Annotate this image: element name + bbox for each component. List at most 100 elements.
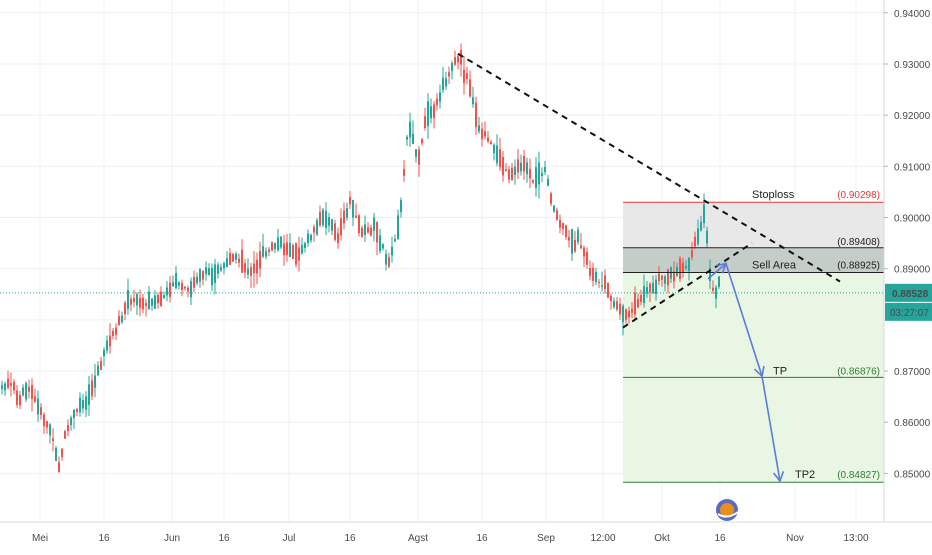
candle-body [286,242,288,255]
candle-body [664,276,666,284]
candle-body [319,211,321,226]
candle-body [91,380,93,397]
candle-body [511,167,513,181]
candle-body [682,262,684,273]
candle-body [433,104,435,118]
tradingview-logo [716,499,739,521]
candle-body [514,166,516,175]
candle-body [40,407,42,415]
candle-body [220,267,222,271]
candle-body [334,223,336,240]
candle-body [415,149,417,157]
projection-arrowhead-tp [753,365,765,378]
candle-body [175,273,177,288]
candle-body [22,387,24,396]
candle-body [121,315,123,322]
candle-body [298,247,300,261]
y-tick-label: 0.90000 [894,214,931,225]
candle-body [430,106,432,119]
candle-body [499,149,501,167]
candle-body [271,242,273,251]
candle-body [418,149,420,165]
candle-body [631,308,633,313]
candle-body [199,269,201,282]
candle-body [214,264,216,283]
candle-body [301,245,303,254]
candle-body [391,246,393,256]
candle-body [262,246,264,257]
candle-body [112,330,114,336]
candle-body [622,305,624,322]
candle-body [4,383,6,391]
candle-body [130,298,132,305]
candle-body [442,77,444,90]
candle-body [43,414,45,427]
candle-body [478,125,480,132]
countdown-badge [885,302,932,321]
candle-body [256,259,258,274]
candle-body [163,295,165,299]
candle-body [94,375,96,388]
candle-body [604,275,606,290]
x-tick-label: 16 [98,533,110,544]
candle-body [661,275,663,280]
candle-body [607,283,609,298]
x-tick-label: 13:00 [843,533,868,544]
candle-body [547,178,549,186]
candle-body [463,69,465,84]
candle-body [556,209,558,220]
tp2-value: (0.84827) [837,470,880,481]
candle-body [676,267,678,277]
candle-body [265,251,267,257]
candle-body [166,287,168,296]
candle-body [31,384,33,399]
candle-body [307,233,309,244]
candle-body [346,208,348,218]
candle-body [709,267,711,281]
candle-body [652,282,654,294]
candle-body [352,200,354,218]
candle-body [448,72,450,77]
candle-body [1,385,3,390]
candle-body [142,297,144,310]
candles [1,43,720,473]
sell-area-label: Sell Area [752,260,797,272]
x-tick-label: 12:00 [590,533,615,544]
candle-body [658,273,660,281]
candle-body [694,236,696,247]
y-tick-label: 0.92000 [894,111,931,122]
projection-path [707,262,781,482]
candle-body [562,222,564,229]
candle-body [526,162,528,175]
y-tick-label: 0.91000 [894,162,931,173]
candle-body [358,215,360,234]
candle-body [88,384,90,405]
candle-body [187,287,189,292]
candle-body [295,243,297,265]
candle-body [625,309,627,320]
candle-body [109,335,111,347]
candle-body [673,271,675,282]
annotation-lines [0,52,884,483]
candle-body [10,383,12,386]
candle-body [568,236,570,241]
candle-body [715,287,717,299]
candle-body [703,204,705,224]
x-tick-label: Okt [654,533,670,544]
candle-body [373,217,375,232]
stoploss-label: Stoploss [752,189,795,201]
candle-body [274,242,276,249]
candle-body [61,448,63,458]
candle-body [208,268,210,276]
candle-body [436,98,438,106]
candle-body [445,78,447,87]
candle-body [136,293,138,306]
candle-body [565,225,567,237]
candle-body [670,267,672,279]
candle-body [469,79,471,97]
candle-body [355,215,357,218]
candle-body [190,281,192,298]
candle-body [544,167,546,172]
